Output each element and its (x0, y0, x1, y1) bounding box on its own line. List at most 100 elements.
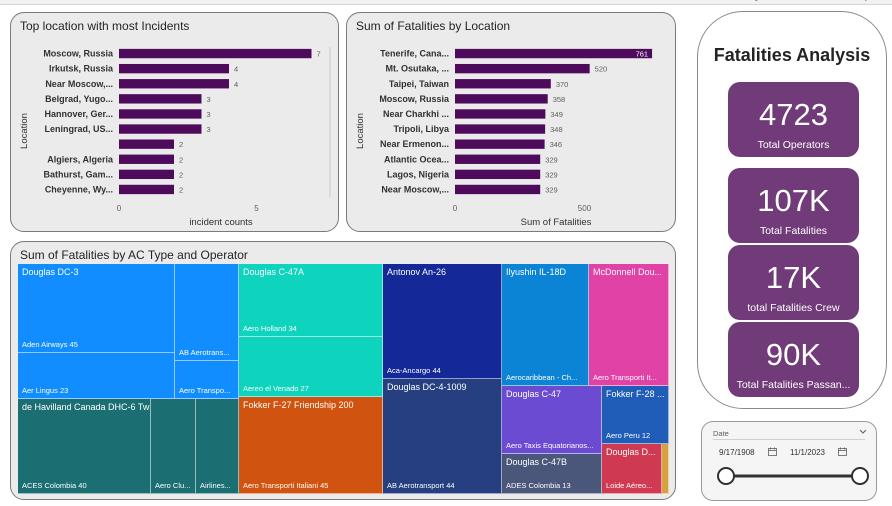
treemap-cell-label: AB Aerotransport 44 (387, 481, 455, 490)
treemap-cell[interactable]: Aero Clu... (151, 399, 196, 494)
category-label: Tenerife, Cana... (380, 49, 449, 59)
treemap-cell[interactable]: Douglas D... Loide Aéreo... (602, 444, 662, 494)
treemap-cell-title: Douglas DC-4-1009 (387, 382, 467, 392)
ribbon-item[interactable]: Sensitivity (715, 0, 760, 2)
data-label: 346 (550, 140, 563, 149)
treemap-cell-label: Aerocaribbean - Ch... (506, 373, 578, 382)
bar-row: Belgrad, Yugo... 3 (45, 94, 211, 104)
treemap-cell-label: Aca-Ancargo 44 (387, 366, 441, 375)
date-slicer[interactable]: Date 9/17/1908 11/1/2023 (701, 421, 877, 501)
category-label: Near Ermenon... (380, 139, 449, 149)
category-label: Near Charkhi ... (383, 109, 449, 119)
treemap-cell-title: Douglas C-47B (506, 457, 568, 467)
category-label: Taipei, Taiwan (389, 79, 449, 89)
bar-row: Near Ermenon... 346 (380, 139, 562, 149)
fatalities-location-chart-card[interactable]: Sum of Fatalities by Location Tenerife, … (346, 12, 676, 232)
kpi-total-operators[interactable]: 4723 Total Operators (728, 82, 859, 157)
kpi-label: Total Fatalities Passan... (736, 379, 851, 391)
ribbon-item[interactable]: Insert (498, 0, 523, 2)
treemap-cell[interactable]: Douglas C-47A Aero Holland 34 (239, 264, 383, 337)
treemap-cell-label: Aero Transporti It... (593, 373, 657, 382)
treemap-cell[interactable]: Aereo el Venado 27 (239, 337, 383, 397)
x-tick-label: 0 (453, 204, 458, 213)
bar (455, 109, 546, 119)
kpi-fatalities-crew[interactable]: 17K total Fatalities Crew (728, 245, 859, 320)
treemap-cell-label: AB Aerotrans... (179, 348, 230, 357)
data-label: 358 (553, 95, 566, 104)
ribbon-item[interactable]: Calculations (620, 0, 674, 2)
category-label: Near Moscow,... (381, 184, 449, 194)
kpi-fatalities-passengers[interactable]: 90K Total Fatalities Passan... (728, 322, 859, 397)
bar (119, 94, 202, 104)
treemap-cell[interactable]: AB Aerotrans... (175, 264, 239, 361)
bar-row: Tenerife, Cana... 761 (380, 49, 653, 59)
category-label: Near Moscow,... (45, 79, 113, 89)
calendar-icon[interactable] (838, 447, 847, 456)
date-range-slider[interactable] (702, 462, 878, 492)
x-tick-label: 500 (578, 204, 592, 213)
bar (455, 79, 551, 89)
treemap-cell[interactable]: McDonnell Dou... Aero Transporti It... (589, 264, 669, 386)
treemap-cell[interactable]: Ilyushin IL-18D Aerocaribbean - Ch... (502, 264, 589, 386)
treemap-cell-label: ADES Colombia 13 (506, 481, 571, 490)
category-label: Leningrad, US... (44, 124, 113, 134)
kpi-value: 4723 (759, 97, 828, 132)
category-label: Mt. Osutaka, ... (385, 64, 449, 74)
category-label: Cheyenne, Wy... (45, 184, 113, 194)
bar-row: Cheyenne, Wy... 2 (45, 184, 183, 194)
date-end-input[interactable]: 11/1/2023 (790, 448, 825, 457)
bar-row: Mt. Osutaka, ... 520 (385, 64, 607, 74)
data-label: 2 (179, 155, 183, 164)
treemap-cell[interactable]: Fokker F-28 ... Aero Peru 12 (602, 386, 669, 444)
category-label: Tripoli, Libya (393, 124, 450, 134)
data-label: 520 (595, 65, 608, 74)
slider-end-handle[interactable] (851, 467, 869, 485)
treemap-card[interactable]: Sum of Fatalities by AC Type and Operato… (10, 241, 676, 500)
treemap-cell[interactable]: Douglas C-47 Aero Taxis Equatorianos... (502, 386, 602, 454)
treemap-cell-label: Aer Lingus 23 (22, 386, 69, 395)
chevron-down-icon[interactable] (859, 429, 867, 435)
treemap-cell[interactable]: Airlines... (196, 399, 239, 494)
date-start-input[interactable]: 9/17/1908 (719, 448, 755, 457)
treemap-cell[interactable]: Douglas DC-3 Aden Airways 45 (18, 264, 175, 353)
treemap-cell[interactable]: Aer Lingus 23 (18, 353, 175, 399)
bar (455, 63, 590, 74)
treemap-cell-title: Antonov An-26 (387, 267, 447, 277)
treemap-cell[interactable]: Douglas DC-4-1009 AB Aerotransport 44 (383, 379, 502, 494)
ribbon-strip: Data Insert Calculations Sensitivity Sha… (0, 0, 892, 5)
calendar-icon[interactable] (768, 447, 777, 456)
kpi-total-fatalities[interactable]: 107K Total Fatalities (728, 168, 859, 243)
bar (119, 63, 229, 74)
treemap-cell[interactable]: Antonov An-26 Aca-Ancargo 44 (383, 264, 502, 379)
bar-row: Atlantic Ocea... 329 (384, 154, 558, 164)
ribbon-item[interactable]: Data (128, 0, 149, 2)
treemap-cell-label: Aereo el Venado 27 (243, 384, 309, 393)
data-label: 2 (179, 170, 183, 179)
bar (119, 154, 174, 164)
category-label: Belgrad, Yugo... (45, 94, 113, 104)
slider-start-handle[interactable] (717, 467, 735, 485)
kpi-value: 107K (757, 183, 830, 218)
incidents-chart-card[interactable]: Top location with most Incidents Moscow,… (10, 12, 339, 232)
data-label: 761 (636, 50, 649, 59)
treemap-title: Sum of Fatalities by AC Type and Operato… (20, 248, 248, 262)
ribbon-item[interactable]: Share (795, 0, 822, 2)
bar (119, 79, 229, 89)
bar-row: Moscow, Russia 358 (379, 94, 565, 104)
treemap-cell-label: Aden Airways 45 (22, 340, 78, 349)
treemap-cell[interactable]: Aero Transpo... (175, 361, 239, 399)
treemap-cell[interactable]: Fokker F-27 Friendship 200 Aero Transport… (239, 397, 383, 494)
bar (455, 154, 541, 164)
treemap-cell[interactable]: de Havilland Canada DHC-6 Twin Otter 300… (18, 399, 151, 494)
data-label: 3 (207, 95, 211, 104)
bar-row: Moscow, Russia 7 (43, 49, 320, 59)
treemap-cell[interactable] (662, 444, 669, 494)
y-axis-title: Location (355, 113, 366, 149)
ribbon-item[interactable]: Copilot (852, 0, 883, 2)
treemap-cell-title: Douglas C-47 (506, 389, 562, 399)
data-label: 4 (234, 80, 238, 89)
treemap-cell[interactable]: Douglas C-47B ADES Colombia 13 (502, 454, 602, 494)
bar (455, 169, 541, 180)
data-label: 329 (545, 155, 558, 164)
category-label: Moscow, Russia (43, 49, 114, 59)
